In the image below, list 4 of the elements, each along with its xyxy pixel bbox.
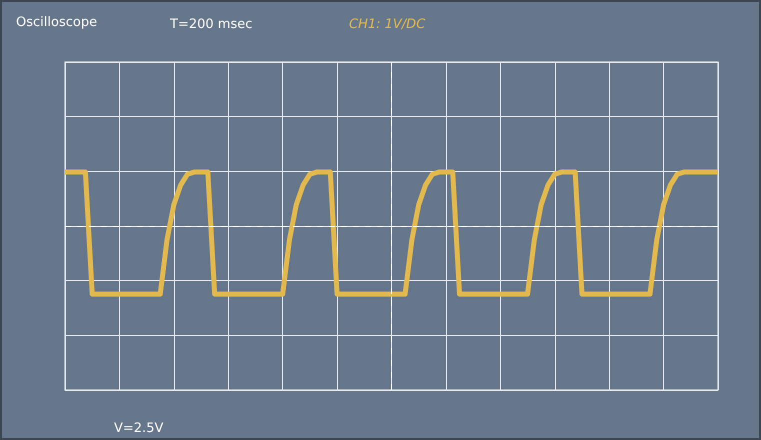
chart-title: Oscilloscope [16,15,98,30]
text: T=200 msec [169,17,252,32]
text: CH1: 1V/DC [349,17,426,32]
text: V=2.5V [114,421,164,436]
